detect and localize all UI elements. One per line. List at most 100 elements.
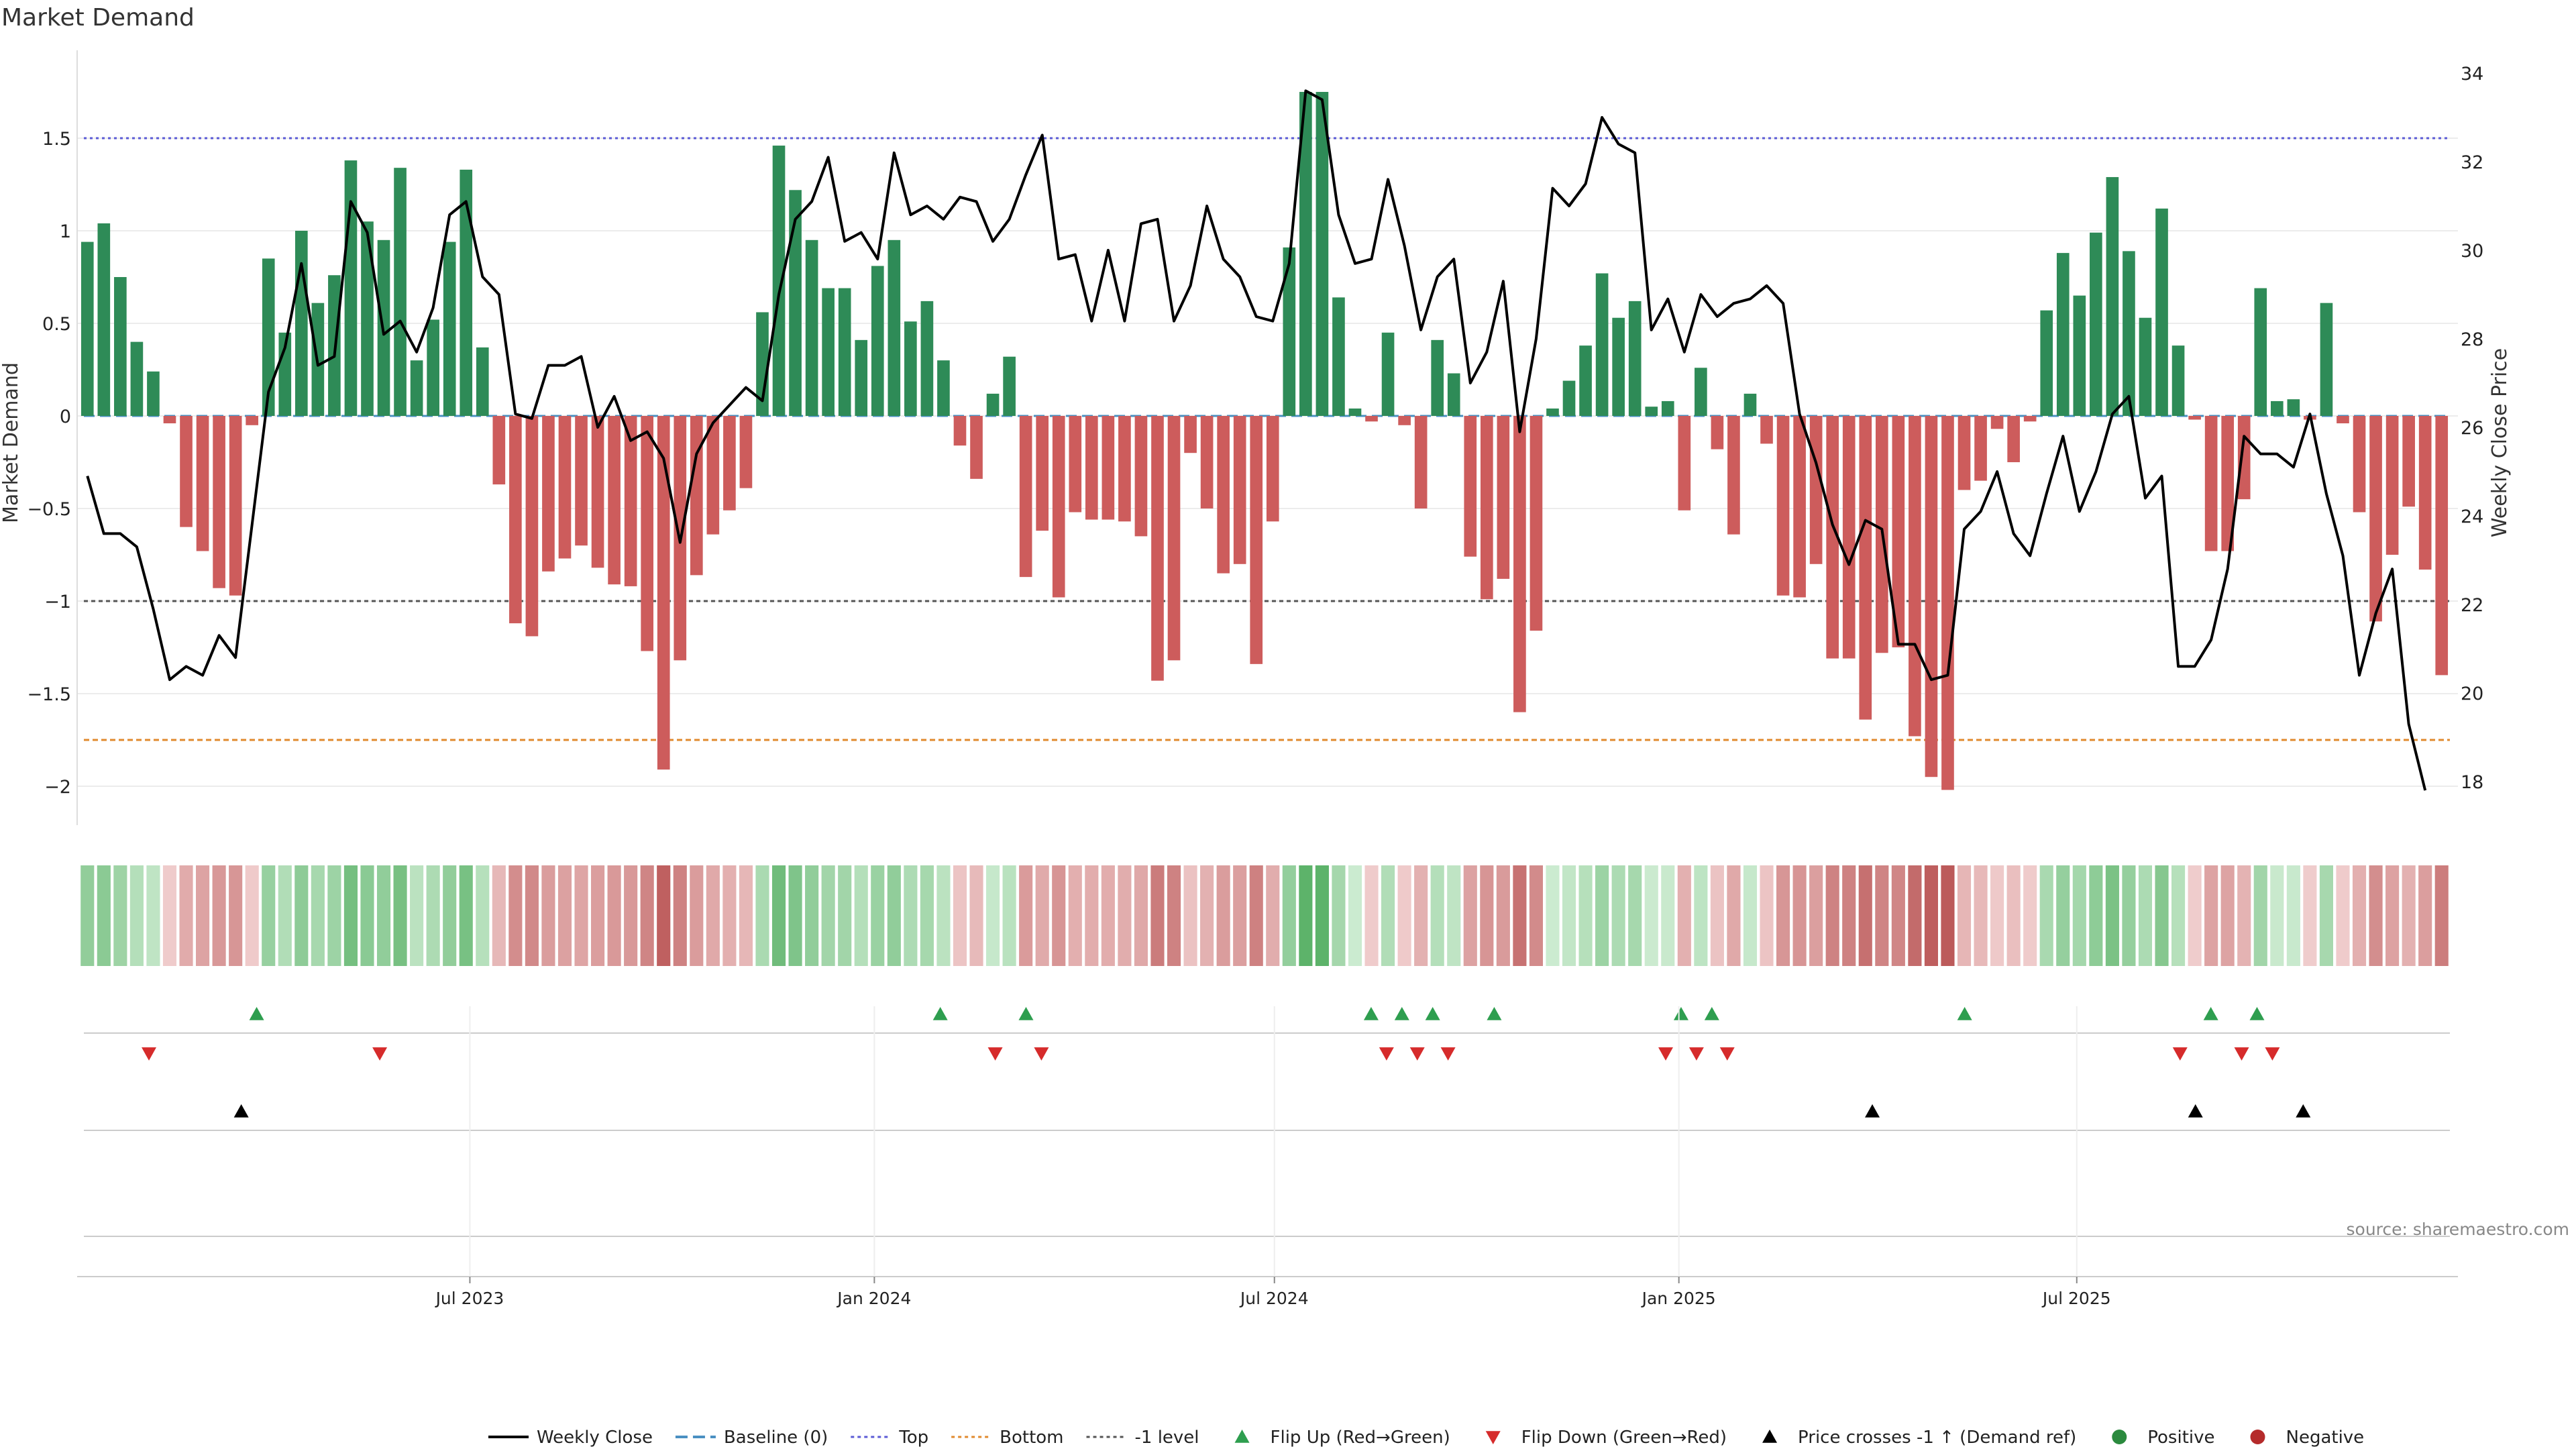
heat-cell <box>1957 865 1972 966</box>
demand-bar <box>1941 416 1954 790</box>
legend-label: Bottom <box>1000 1428 1063 1448</box>
demand-bar <box>1595 273 1609 416</box>
heat-cell <box>722 865 737 966</box>
demand-bar <box>246 416 259 425</box>
demand-bar <box>2090 232 2102 416</box>
demand-bar <box>1365 416 1378 422</box>
demand-bar <box>789 190 802 416</box>
y-axis-right: 18 20 22 24 26 28 30 32 34 Weekly Close Price <box>2461 64 2512 793</box>
heat-cell <box>2336 865 2350 966</box>
heat-cell <box>788 865 802 966</box>
demand-bar <box>822 288 835 416</box>
flip-up-marker <box>1394 1007 1409 1020</box>
heat-cell <box>821 865 835 966</box>
chart-title: Market Demand <box>1 4 195 32</box>
demand-bar <box>1628 301 1642 416</box>
heat-cell <box>476 865 490 966</box>
demand-bar <box>492 416 506 485</box>
demand-bar <box>2023 416 2037 422</box>
demand-bar <box>1085 416 1098 520</box>
flip-down-marker <box>1409 1047 1425 1061</box>
legend-swatch-triangle <box>1234 1430 1250 1443</box>
demand-bar <box>213 416 225 588</box>
heat-cell <box>1068 865 1082 966</box>
demand-bar <box>1743 393 1757 416</box>
heat-cell <box>986 865 1000 966</box>
heat-cell <box>1941 865 1955 966</box>
y2-tick-label: 32 <box>2461 152 2483 173</box>
heat-cell <box>1348 865 1362 966</box>
heat-cell <box>1760 865 1774 966</box>
demand-bar <box>1200 416 1214 508</box>
demand-bar <box>591 416 604 568</box>
demand-bar <box>163 416 176 424</box>
demand-bar <box>1957 416 1971 490</box>
demand-bar <box>871 266 884 416</box>
flip-down-marker <box>2172 1047 2188 1061</box>
flip-down-marker <box>1658 1047 1674 1061</box>
y-tick-label: −1 <box>44 592 71 612</box>
heat-cell <box>673 865 687 966</box>
demand-bar <box>1661 400 1674 416</box>
y2-tick-label: 26 <box>2461 418 2483 439</box>
demand-bar <box>262 258 275 416</box>
demand-bar <box>1546 408 1559 416</box>
demand-bar <box>904 321 917 416</box>
y-axis-left: −2 −1.5 −1 −0.5 0 0.5 1 1.5 Market Demand <box>0 50 78 825</box>
demand-bar <box>690 416 703 576</box>
demand-bar <box>196 416 209 551</box>
demand-bar <box>2385 416 2399 555</box>
heat-cell <box>2237 865 2251 966</box>
legend-swatch-triangle <box>1762 1430 1778 1443</box>
heat-cell <box>2319 865 2333 966</box>
heat-cell <box>1644 865 1658 966</box>
heat-cell <box>2122 865 2136 966</box>
heat-cell <box>410 865 424 966</box>
flip-up-marker <box>2203 1007 2218 1020</box>
legend-label: Top <box>898 1428 928 1448</box>
heat-cell <box>1019 865 1033 966</box>
heat-cell <box>2138 865 2153 966</box>
demand-bar <box>1909 416 1921 737</box>
heat-cell <box>525 865 539 966</box>
demand-bar <box>1250 416 1263 664</box>
heat-cell <box>1052 865 1066 966</box>
flip-down-marker <box>987 1047 1003 1061</box>
y-tick-label: 1 <box>60 221 71 242</box>
heat-cell <box>607 865 621 966</box>
y2-tick-label: 18 <box>2461 772 2483 793</box>
demand-bar <box>2418 416 2432 570</box>
heat-cell <box>771 865 786 966</box>
heat-cell <box>1776 865 1790 966</box>
demand-bar <box>1711 416 1724 449</box>
heat-cell <box>343 865 358 966</box>
x-tick-label: Jul 2025 <box>2041 1289 2111 1308</box>
demand-bar <box>641 416 654 651</box>
heat-cell <box>1924 865 1938 966</box>
demand-bar <box>1695 368 1707 416</box>
demand-bar <box>2204 416 2218 551</box>
demand-bar <box>1859 416 1872 720</box>
demand-bar <box>2056 253 2070 416</box>
demand-bar <box>1348 408 1362 416</box>
legend-swatch-circle <box>2112 1430 2127 1444</box>
heat-cell <box>311 865 325 966</box>
heat-cell <box>1463 865 1477 966</box>
y2-axis-label: Weekly Close Price <box>2488 348 2512 537</box>
demand-bar <box>2155 208 2168 416</box>
demand-bar <box>558 416 572 559</box>
demand-bar <box>756 312 769 416</box>
heat-cell <box>657 865 671 966</box>
heat-cell <box>2253 865 2267 966</box>
flip-down-marker <box>1688 1047 1704 1061</box>
heat-cell <box>129 865 144 966</box>
heat-cell <box>1002 865 1016 966</box>
flip-up-marker <box>1487 1007 1502 1020</box>
heat-cell <box>640 865 654 966</box>
heat-cell <box>294 865 309 966</box>
heat-cell <box>1842 865 1856 966</box>
heat-cell <box>1628 865 1642 966</box>
heat-cell <box>953 865 967 966</box>
heat-cell <box>838 865 852 966</box>
demand-bars <box>80 92 2449 790</box>
